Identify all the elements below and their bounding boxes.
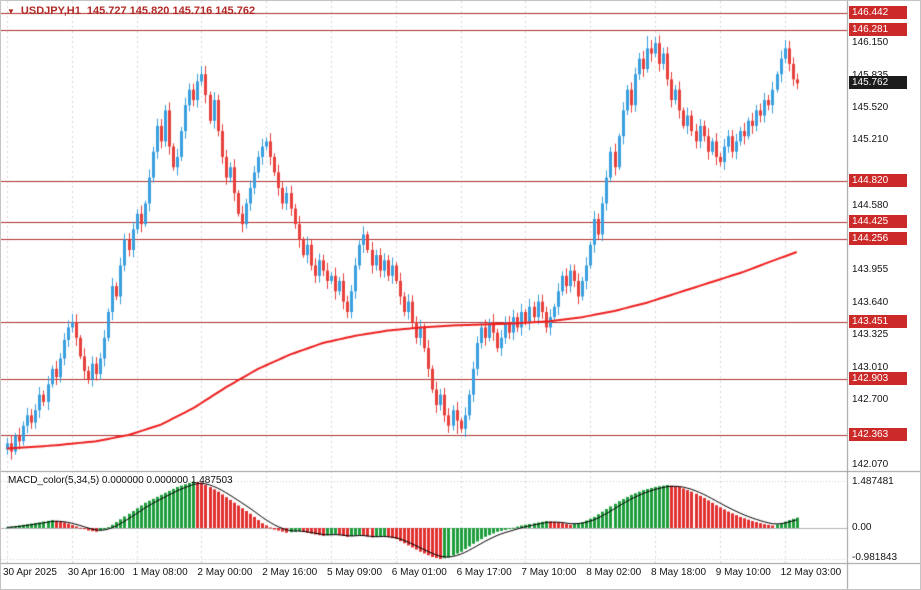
price-tick: 142.700 [852,393,889,405]
chart-title: ▼ USDJPY,H1 145.727 145.820 145.716 145.… [7,5,255,17]
sr-price-badge: 144.256 [849,232,907,245]
price-tick: 143.955 [852,264,889,276]
sr-price-badge: 142.903 [849,371,907,385]
symbol-period-label: USDJPY,H1 [20,5,81,17]
price-tick: 143.325 [852,329,889,341]
time-label: 8 May 18:00 [651,567,707,578]
time-label: 8 May 02:00 [586,567,642,578]
price-tick: 145.520 [852,102,889,114]
price-tick: 142.070 [852,459,889,470]
macd-max-label: 1.487481 [852,476,894,487]
sr-price-badge: 143.451 [849,315,907,329]
price-tick: 145.835 [852,69,889,81]
time-label: 2 May 16:00 [262,567,318,578]
time-label: 2 May 00:00 [197,567,253,578]
sr-price-badge: 142.363 [849,427,907,441]
time-label: 9 May 10:00 [715,567,771,578]
ohlc-readout: 145.727 145.820 145.716 145.762 [86,5,256,17]
sr-price-badge: 146.281 [849,22,907,36]
sr-price-badge: 146.442 [849,6,907,19]
symbol-marker-icon: ▼ [7,6,15,16]
sr-price-badge: 144.425 [849,214,907,228]
time-label: 1 May 08:00 [132,567,188,578]
time-label: 30 Apr 2025 [3,567,57,578]
sr-price-badge: 144.820 [849,173,907,187]
current-price-badge: 145.762 [849,76,907,90]
time-label: 7 May 10:00 [521,567,577,578]
macd-indicator-label: MACD_color(5,34,5) 0.000000 0.000000 1.4… [8,475,233,486]
time-label: 6 May 01:00 [391,567,447,578]
time-label: 6 May 17:00 [456,567,512,578]
time-label: 5 May 09:00 [327,567,383,578]
price-tick: 144.580 [852,199,889,211]
time-label: 30 Apr 16:00 [67,567,125,578]
macd-min-label: -0.981843 [852,552,898,563]
price-tick: 145.210 [852,134,889,146]
price-tick: 146.150 [852,37,889,49]
price-tick: 143.010 [852,361,889,373]
time-label: 12 May 03:00 [780,567,842,578]
price-tick: 143.640 [852,296,889,308]
macd-zero-label: 0.00 [852,521,872,533]
